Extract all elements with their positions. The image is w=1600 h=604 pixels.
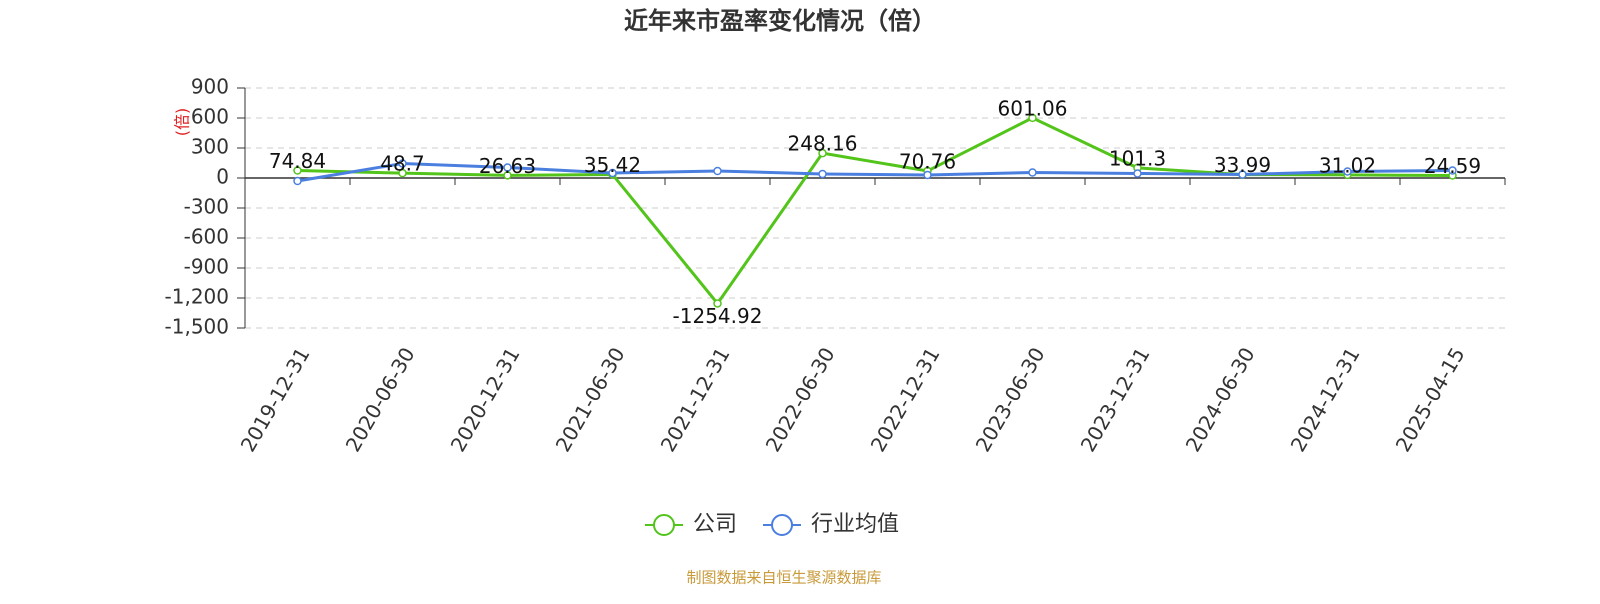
- data-point: [398, 159, 407, 168]
- data-point: [608, 168, 617, 178]
- x-tick-label: 2020-06-30: [341, 343, 420, 456]
- data-point: [818, 148, 827, 158]
- source-note: 制图数据来自恒生聚源数据库: [686, 569, 881, 587]
- x-tick-label: 2022-06-30: [761, 343, 840, 456]
- data-point: [1448, 166, 1457, 175]
- data-label: 35.42: [584, 153, 641, 177]
- x-tick-label: 2021-06-30: [551, 343, 630, 456]
- data-label: 33.99: [1214, 153, 1271, 177]
- data-point: [503, 163, 512, 172]
- x-tick-label: 2020-12-31: [446, 343, 525, 456]
- data-point: [293, 176, 302, 186]
- data-label: 601.06: [998, 96, 1068, 120]
- data-point: [398, 168, 407, 178]
- x-tick-label: 2024-06-30: [1181, 343, 1260, 456]
- x-tick-label: 2023-06-30: [971, 343, 1050, 456]
- data-point: [503, 171, 512, 180]
- x-tick-label: 2025-04-15: [1391, 343, 1470, 456]
- data-point: [1028, 113, 1037, 123]
- y-tick-label: -600: [184, 225, 229, 249]
- data-point: [1343, 167, 1352, 176]
- y-tick-label: 900: [191, 75, 229, 99]
- data-point: [1028, 168, 1037, 177]
- y-tick-label: -1,200: [165, 285, 229, 309]
- data-point: [818, 169, 827, 179]
- data-point: [1133, 169, 1142, 178]
- legend-marker: [653, 514, 675, 536]
- data-label: 31.02: [1319, 153, 1376, 177]
- data-label: 26.63: [479, 154, 536, 178]
- legend-marker: [771, 514, 794, 536]
- x-tick-label: 2022-12-31: [866, 343, 945, 456]
- data-point: [713, 166, 722, 176]
- y-tick-label: 0: [216, 165, 229, 189]
- chart-title: 近年来市盈率变化情况（倍）: [624, 7, 936, 35]
- data-label: 70.76: [899, 149, 956, 173]
- data-point: [713, 299, 722, 308]
- y-tick-label: 300: [191, 135, 229, 159]
- y-tick-label: 600: [191, 105, 229, 129]
- x-tick-label: 2019-12-31: [236, 343, 315, 456]
- data-point: [1238, 170, 1247, 179]
- series-line: [297, 116, 1453, 306]
- data-label: 48.7: [380, 152, 425, 176]
- y-tick-label: -900: [184, 255, 229, 279]
- x-tick-label: 2024-12-31: [1286, 343, 1365, 456]
- y-tick-label: -300: [184, 195, 229, 219]
- y-axis-label: (倍): [173, 108, 192, 137]
- series-line: [297, 161, 1453, 183]
- legend-item: 行业均值: [763, 512, 899, 537]
- data-point: [923, 170, 932, 180]
- legend-label: 公司: [693, 512, 737, 537]
- data-label: 74.84: [269, 149, 326, 173]
- data-label: 101.3: [1109, 146, 1166, 170]
- x-tick-label: 2021-12-31: [656, 343, 735, 456]
- legend-label: 行业均值: [811, 512, 899, 537]
- data-label: -1254.92: [673, 304, 763, 328]
- x-tick-label: 2023-12-31: [1076, 343, 1155, 456]
- data-label: 24.59: [1424, 154, 1481, 178]
- data-label: 248.16: [788, 132, 858, 156]
- legend-item: 公司: [645, 512, 737, 537]
- y-tick-label: -1,500: [165, 315, 229, 339]
- data-point: [293, 166, 302, 175]
